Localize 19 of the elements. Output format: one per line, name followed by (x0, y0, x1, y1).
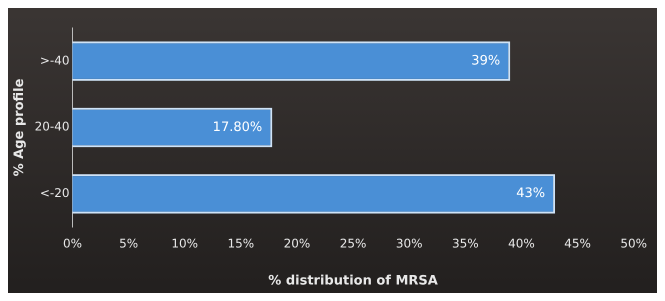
data-label: 17.80% (212, 120, 262, 135)
y-tick-label: >-40 (40, 53, 70, 68)
x-tick-label: 0% (62, 236, 82, 250)
x-tick-label: 20% (284, 236, 310, 250)
data-label: 43% (516, 186, 546, 202)
x-tick-label: 30% (396, 236, 423, 250)
x-axis-title: % distribution of MRSA (268, 274, 438, 289)
y-axis-title: % Age profile (12, 78, 28, 176)
x-tick-label: 40% (508, 236, 535, 250)
y-tick-label: <-20 (40, 186, 70, 200)
x-tick-label: 25% (340, 236, 366, 250)
x-tick-label: 45% (564, 236, 591, 250)
x-tick-label: 5% (119, 236, 138, 250)
x-tick-label: 15% (227, 236, 254, 250)
y-tick-label: 20-40 (34, 120, 70, 134)
x-tick-label: 35% (452, 236, 479, 250)
data-label: 39% (471, 54, 500, 69)
x-tick-label: 50% (620, 236, 647, 250)
x-tick-label: 10% (171, 236, 198, 250)
